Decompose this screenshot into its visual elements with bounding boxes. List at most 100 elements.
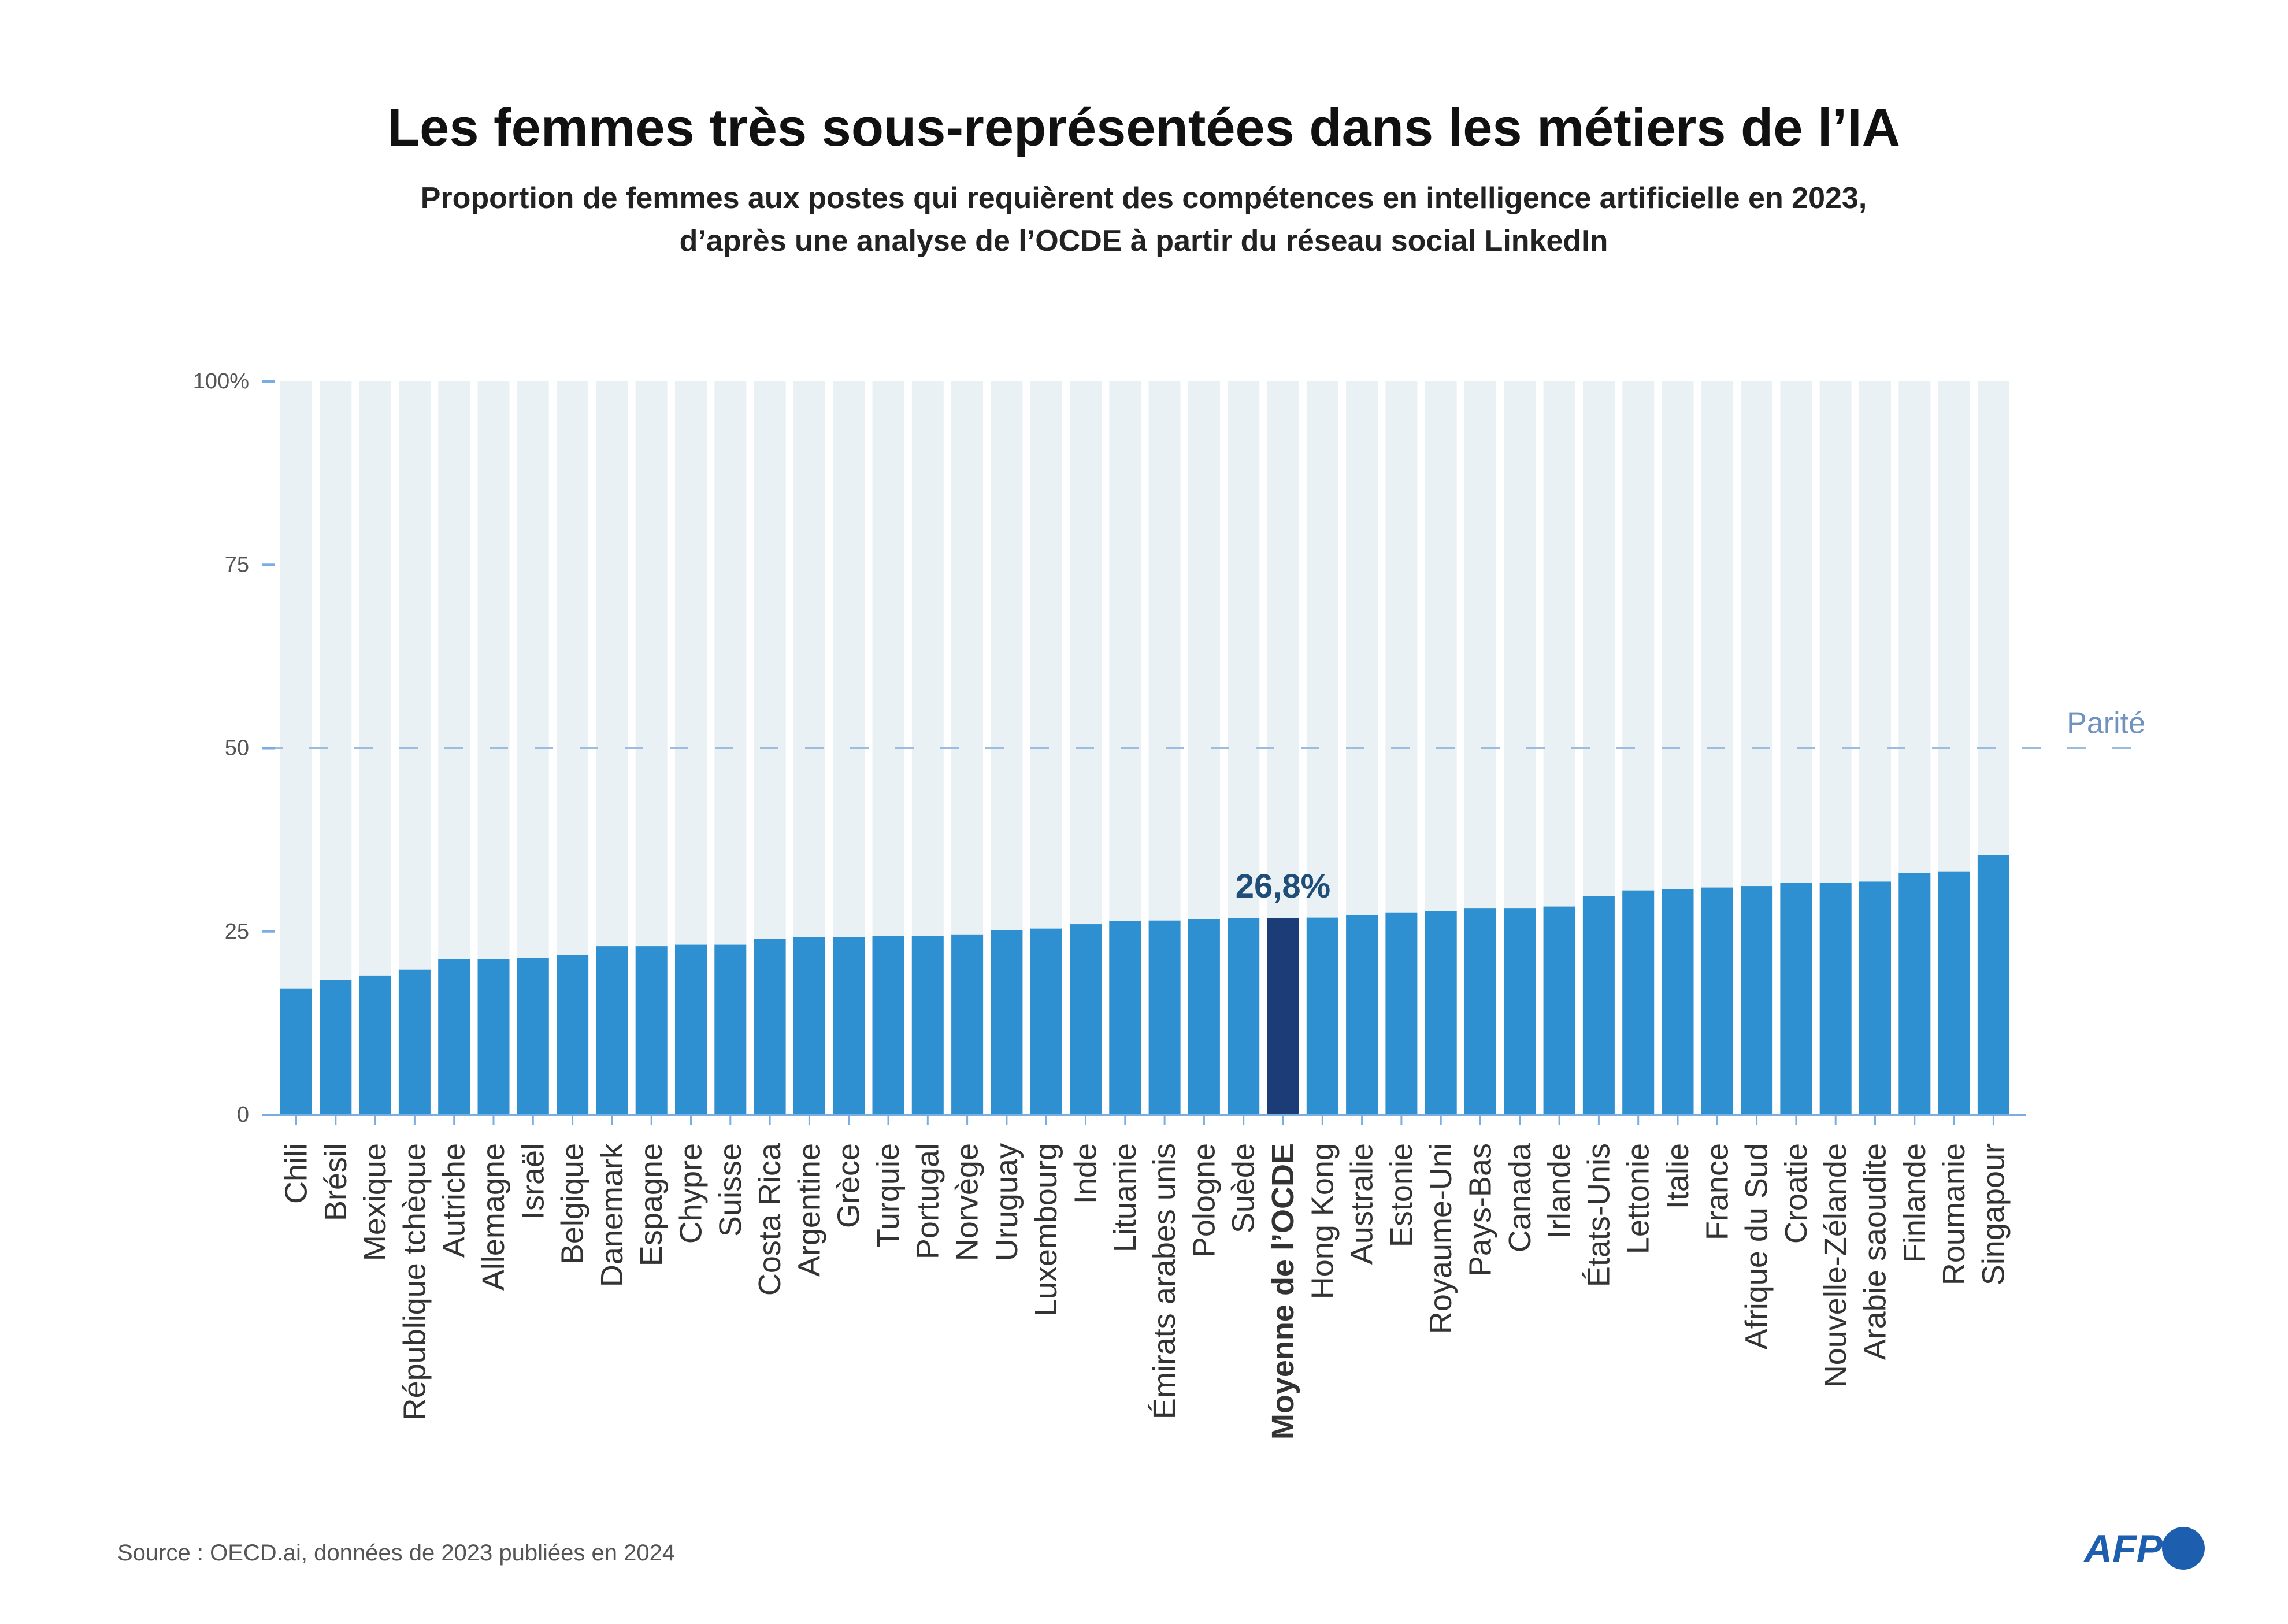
category-label-suede: Suède xyxy=(1226,1143,1261,1233)
bar-bresil xyxy=(320,980,352,1115)
bars xyxy=(280,855,2009,1115)
bar-estonie xyxy=(1385,912,1418,1115)
bar-afrique-du-sud xyxy=(1741,886,1773,1115)
bar-canada xyxy=(1504,908,1536,1115)
bar-italie xyxy=(1662,889,1694,1115)
category-label-finlande: Finlande xyxy=(1897,1143,1932,1263)
category-label-afrique-du-sud: Afrique du Sud xyxy=(1740,1143,1774,1349)
category-label-allemagne: Allemagne xyxy=(476,1143,511,1291)
category-label-etats-unis: États-Unis xyxy=(1581,1143,1616,1287)
chart-subtitle-line-1: Proportion de femmes aux postes qui requ… xyxy=(421,181,1867,215)
chart-title: Les femmes très sous-représentées dans l… xyxy=(387,98,1900,157)
bar-danemark xyxy=(596,946,628,1115)
afp-logo: AFP xyxy=(2083,1527,2205,1571)
category-label-bresil: Brésil xyxy=(318,1143,353,1221)
category-label-grece: Grèce xyxy=(832,1143,866,1228)
category-label-turquie: Turquie xyxy=(871,1143,906,1248)
bar-hong-kong xyxy=(1306,917,1338,1115)
bar-allemagne xyxy=(477,959,510,1115)
category-label-irlande: Irlande xyxy=(1542,1143,1577,1239)
bar-belgique xyxy=(557,955,589,1115)
category-label-norvege: Norvège xyxy=(950,1143,985,1261)
bar-pologne xyxy=(1188,919,1220,1115)
chart-subtitle-line-2: d’après une analyse de l’OCDE à partir d… xyxy=(680,224,1608,258)
category-label-canada: Canada xyxy=(1503,1143,1537,1252)
category-label-pays-bas: Pays-Bas xyxy=(1463,1143,1498,1277)
bar-royaume-uni xyxy=(1425,911,1457,1115)
category-label-moyenne-de-l-ocde: Moyenne de l’OCDE xyxy=(1266,1143,1300,1440)
category-label-singapour: Singapour xyxy=(1976,1143,2011,1285)
bar-moyenne-de-l-ocde xyxy=(1267,918,1299,1115)
category-label-croatie: Croatie xyxy=(1779,1143,1814,1244)
bar-etats-unis xyxy=(1582,896,1615,1115)
bar-mexique xyxy=(359,975,391,1115)
category-label-lituanie: Lituanie xyxy=(1108,1143,1143,1252)
category-label-royaume-uni: Royaume-Uni xyxy=(1423,1143,1458,1334)
bar-portugal xyxy=(911,936,944,1115)
y-tick-label-25: 25 xyxy=(225,919,249,944)
category-label-pologne: Pologne xyxy=(1186,1143,1221,1258)
bar-chili xyxy=(280,988,312,1115)
category-label-lettonie: Lettonie xyxy=(1621,1143,1656,1254)
bar-norvege xyxy=(951,934,984,1115)
category-label-chypre: Chypre xyxy=(674,1143,709,1244)
bar-inde xyxy=(1070,924,1102,1115)
bar-lituanie xyxy=(1109,921,1141,1115)
category-label-mexique: Mexique xyxy=(358,1143,392,1261)
category-label-nouvelle-zelande: Nouvelle-Zélande xyxy=(1818,1143,1853,1388)
bar-grece xyxy=(833,937,865,1115)
category-label-emirats-arabes-unis: Émirats arabes unis xyxy=(1147,1143,1182,1419)
category-label-hong-kong: Hong Kong xyxy=(1305,1143,1340,1299)
bar-croatie xyxy=(1780,883,1812,1115)
annotations: 26,8% xyxy=(1236,867,1330,905)
category-label-danemark: Danemark xyxy=(595,1143,629,1287)
bar-suisse xyxy=(714,944,747,1115)
bar-autriche xyxy=(438,959,470,1115)
bar-costa-rica xyxy=(754,939,786,1115)
category-label-arabie-saoudite: Arabie saoudite xyxy=(1858,1143,1893,1360)
category-label-france: France xyxy=(1700,1143,1734,1240)
source-note: Source : OECD.ai, données de 2023 publié… xyxy=(117,1540,675,1566)
bar-lettonie xyxy=(1622,890,1655,1115)
bar-france xyxy=(1701,887,1733,1115)
parity-reference: Parité xyxy=(264,707,2145,749)
average-value-annotation: 26,8% xyxy=(1236,867,1330,905)
bar-finlande xyxy=(1898,873,1931,1115)
category-label-luxembourg: Luxembourg xyxy=(1029,1143,1063,1317)
bar-suede xyxy=(1228,918,1260,1115)
category-label-estonie: Estonie xyxy=(1384,1143,1419,1247)
bar-irlande xyxy=(1543,906,1575,1115)
bar-emirats-arabes-unis xyxy=(1148,920,1181,1115)
category-label-costa-rica: Costa Rica xyxy=(752,1143,787,1296)
category-label-australie: Australie xyxy=(1345,1143,1380,1265)
bar-turquie xyxy=(872,936,904,1115)
bar-israel xyxy=(517,958,549,1115)
category-label-belgique: Belgique xyxy=(555,1143,590,1265)
category-label-republique-tcheque: République tchèque xyxy=(397,1143,432,1421)
y-tick-label-0: 0 xyxy=(237,1103,249,1127)
bar-arabie-saoudite xyxy=(1859,881,1891,1115)
bar-nouvelle-zelande xyxy=(1819,883,1852,1115)
bar-pays-bas xyxy=(1464,908,1496,1115)
bar-luxembourg xyxy=(1030,928,1062,1115)
y-tick-label-50: 50 xyxy=(225,736,249,761)
category-label-inde: Inde xyxy=(1069,1143,1103,1204)
bar-uruguay xyxy=(991,930,1023,1115)
afp-logo-circle-icon xyxy=(2162,1527,2205,1570)
bar-espagne xyxy=(635,946,668,1115)
y-tick-label-100: 100% xyxy=(193,369,249,394)
category-label-italie: Italie xyxy=(1660,1143,1695,1209)
category-label-chili: Chili xyxy=(279,1143,314,1204)
y-tick-label-75: 75 xyxy=(225,553,249,577)
category-label-autriche: Autriche xyxy=(437,1143,472,1258)
category-label-espagne: Espagne xyxy=(634,1143,669,1266)
parity-label: Parité xyxy=(2067,707,2145,740)
category-label-israel: Israël xyxy=(516,1143,550,1219)
category-label-argentine: Argentine xyxy=(792,1143,826,1277)
category-label-roumanie: Roumanie xyxy=(1937,1143,1971,1285)
x-axis xyxy=(264,1114,2026,1125)
bar-argentine xyxy=(793,937,825,1115)
y-axis: 0 25 50 75 100% xyxy=(193,369,275,1127)
category-label-uruguay: Uruguay xyxy=(989,1143,1024,1261)
